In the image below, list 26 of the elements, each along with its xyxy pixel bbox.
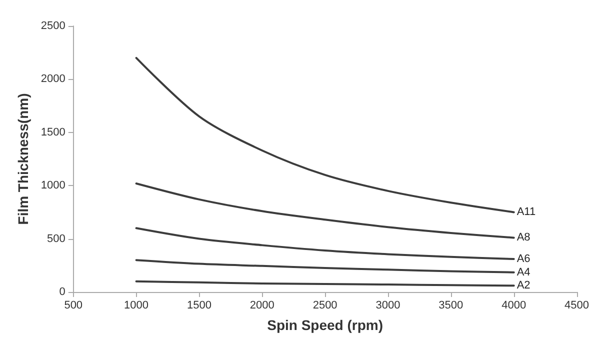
x-tick-label: 3000 <box>376 300 400 312</box>
line-series <box>135 259 515 274</box>
x-axis-title: Spin Speed (rpm) <box>267 317 384 333</box>
series-label: A2 <box>516 280 530 292</box>
series-label: A6 <box>516 253 530 266</box>
x-tick-label: 4500 <box>564 300 590 312</box>
line-series <box>135 56 515 214</box>
y-axis-title: Film Thickness(nm) <box>15 93 31 225</box>
y-tick-label: 1500 <box>40 126 66 138</box>
line-series <box>135 182 515 239</box>
series-label: A4 <box>516 266 530 278</box>
series-label: A8 <box>516 232 530 244</box>
y-tick-label: 2500 <box>40 20 66 32</box>
y-tick-label: 1000 <box>40 180 66 192</box>
x-tick-label: 2500 <box>312 300 338 312</box>
x-tick-label: 4000 <box>502 300 526 312</box>
x-tick-label: 1000 <box>124 300 149 312</box>
x-tick-label: 1500 <box>186 300 212 312</box>
x-tick-label: 3500 <box>438 300 464 312</box>
y-tick-label: 0 <box>59 286 66 298</box>
x-tick-label: 500 <box>64 300 83 312</box>
x-tick-label: 2000 <box>250 300 274 312</box>
series-label: A11 <box>516 206 536 218</box>
y-tick-label: 2000 <box>40 73 66 86</box>
line-series <box>135 227 515 260</box>
y-tick-label: 500 <box>47 232 66 245</box>
